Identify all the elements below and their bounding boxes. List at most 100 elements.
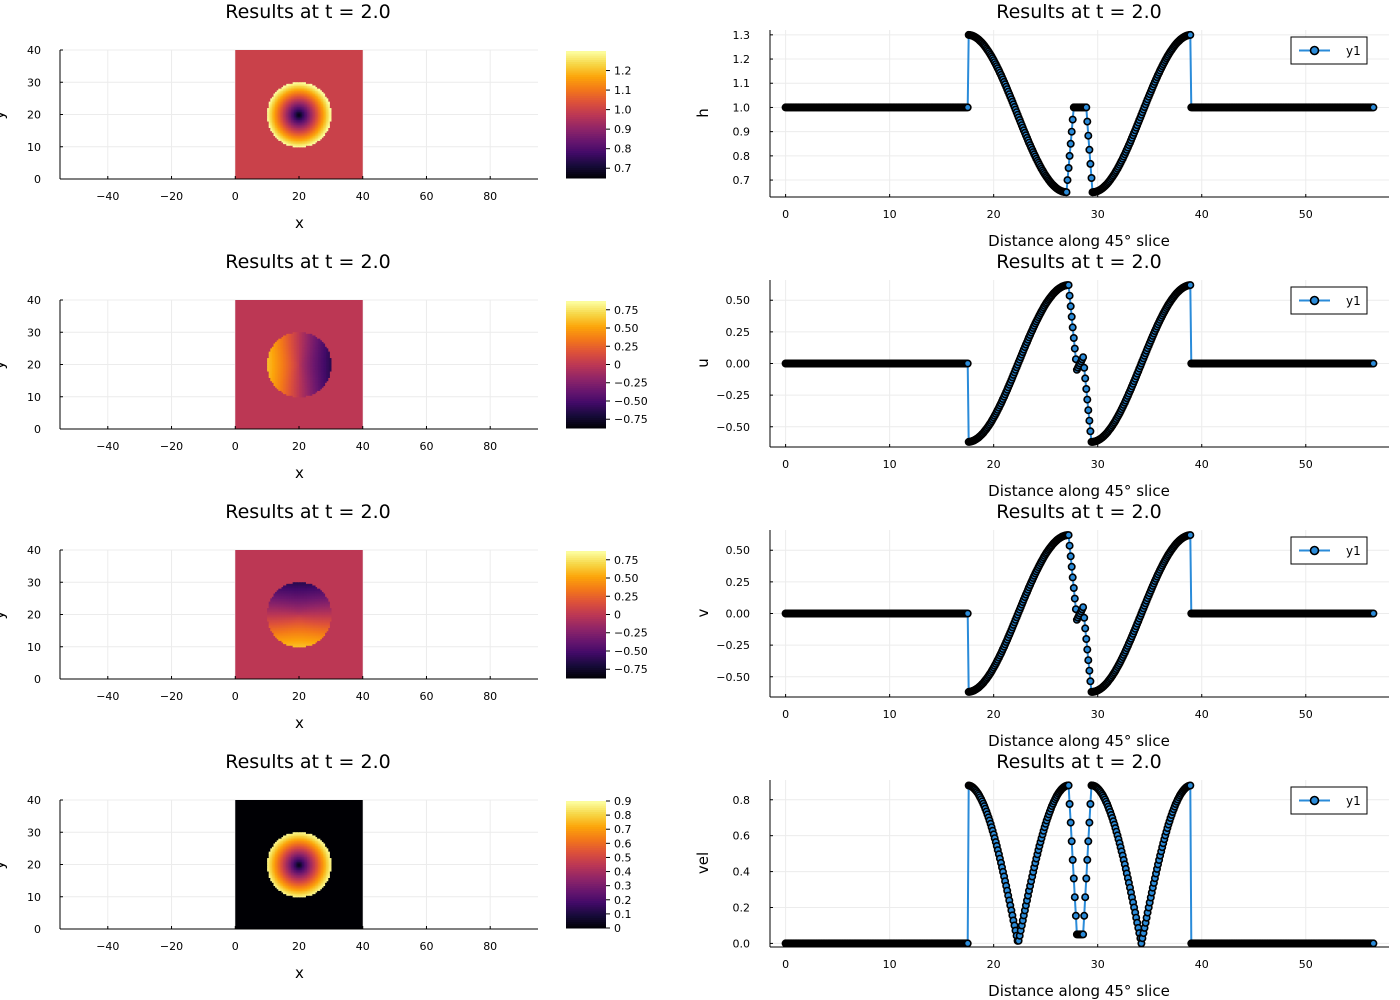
- chart-title: Results at t = 2.0: [225, 251, 390, 273]
- x-tick-label: −20: [160, 190, 183, 203]
- marker: [1082, 103, 1091, 112]
- x-tick-label: 0: [232, 940, 239, 953]
- y-tick-label: 0.6: [733, 830, 751, 843]
- marker: [1070, 344, 1079, 353]
- marker: [1081, 374, 1090, 383]
- colorbar-tick-label: 0.6: [614, 837, 632, 850]
- y-tick-label: 10: [27, 141, 41, 154]
- y-axis-label: y: [0, 860, 8, 869]
- colorbar-tick-label: 1.1: [614, 84, 632, 97]
- line-panel-1: 0 10 20 30 40 50 0.7 0.8 0.9 1.0 1.1 1.2 1.3 Results …: [694, 1, 1389, 250]
- x-tick-label: 50: [1299, 708, 1313, 721]
- x-tick-label: −20: [160, 940, 183, 953]
- marker: [1086, 799, 1095, 808]
- x-tick-label: 20: [292, 940, 306, 953]
- colorbar-tick-label: 0.25: [614, 340, 639, 353]
- marker: [1083, 117, 1092, 126]
- x-tick-label: 40: [356, 440, 370, 453]
- marker: [1369, 609, 1378, 618]
- x-tick-label: 20: [987, 958, 1001, 971]
- marker: [1067, 837, 1076, 846]
- marker: [1069, 583, 1078, 592]
- marker: [1079, 353, 1088, 362]
- x-tick-label: 20: [292, 690, 306, 703]
- marker: [1082, 634, 1091, 643]
- x-tick-label: 50: [1299, 958, 1313, 971]
- x-tick-label: 0: [232, 440, 239, 453]
- marker: [963, 939, 972, 948]
- x-tick-label: 40: [356, 190, 370, 203]
- series-line-y1: [785, 33, 1374, 194]
- x-tick-label: 0: [232, 190, 239, 203]
- series-line-y1: [785, 784, 1374, 945]
- x-tick-label: 0: [232, 690, 239, 703]
- colorbar-tick-label: 0.9: [614, 795, 632, 808]
- marker: [1079, 603, 1088, 612]
- x-tick-label: 60: [419, 190, 433, 203]
- y-axis-label: y: [0, 110, 8, 119]
- marker: [1071, 911, 1080, 920]
- line-panel-3: 0 10 20 30 40 50 0.50 0.25 0.00 −0.25 −0.50 Results…: [694, 501, 1389, 750]
- x-tick-label: 30: [1091, 208, 1105, 221]
- x-tick-label: 20: [987, 208, 1001, 221]
- marker: [1186, 781, 1195, 790]
- line-panel-2: 0 10 20 30 40 50 0.50 0.25 0.00 −0.25 −0.50 Results…: [694, 251, 1389, 500]
- x-tick-label: −40: [96, 690, 119, 703]
- marker: [1065, 151, 1074, 160]
- marker: [1066, 302, 1075, 311]
- marker: [1063, 176, 1072, 185]
- chart-title: Results at t = 2.0: [996, 501, 1161, 523]
- marker: [1066, 139, 1075, 148]
- y-tick-label: 20: [27, 109, 41, 122]
- colorbar-tick-label: 0: [614, 359, 621, 372]
- marker: [1369, 359, 1378, 368]
- y-tick-label: 40: [27, 544, 41, 557]
- marker: [1085, 666, 1094, 675]
- chart-title: Results at t = 2.0: [225, 501, 390, 523]
- y-tick-label: −0.25: [716, 639, 750, 652]
- x-tick-label: 80: [483, 940, 497, 953]
- y-axis-label: vel: [694, 852, 712, 874]
- x-tick-label: 30: [1091, 458, 1105, 471]
- marker: [1069, 333, 1078, 342]
- y-tick-label: 0.2: [733, 901, 751, 914]
- marker: [1084, 656, 1093, 665]
- x-tick-label: −40: [96, 440, 119, 453]
- marker: [1064, 281, 1073, 290]
- heatmap-panel-1: −40 −20 0 20 40 60 80 0 10 20 30 40 Results at t = 2…: [0, 1, 632, 232]
- y-tick-label: 1.2: [733, 53, 751, 66]
- marker: [1084, 837, 1093, 846]
- series-markers-y1: [781, 781, 1378, 948]
- x-tick-label: 40: [356, 690, 370, 703]
- colorbar-tick-label: −0.75: [614, 413, 648, 426]
- legend-marker: [1309, 45, 1320, 56]
- marker: [963, 359, 972, 368]
- colorbar-tick-label: 0.1: [614, 908, 632, 921]
- y-tick-label: 0.25: [726, 576, 751, 589]
- legend: y1: [1290, 36, 1368, 65]
- y-tick-label: 30: [27, 826, 41, 839]
- y-tick-label: 30: [27, 326, 41, 339]
- x-tick-label: 60: [419, 440, 433, 453]
- marker: [1086, 159, 1095, 168]
- series-markers-y1: [781, 531, 1378, 696]
- marker: [1084, 406, 1093, 415]
- chart-title: Results at t = 2.0: [225, 1, 390, 23]
- marker: [1082, 384, 1091, 393]
- marker: [1068, 115, 1077, 124]
- x-tick-label: 10: [883, 958, 897, 971]
- y-tick-label: 0.4: [733, 866, 751, 879]
- legend: y1: [1290, 286, 1368, 315]
- y-tick-label: −0.50: [716, 671, 750, 684]
- colorbar-tick-label: −0.25: [614, 627, 648, 640]
- x-tick-label: 80: [483, 690, 497, 703]
- marker: [1070, 893, 1079, 902]
- colorbar-tick-label: 0.25: [614, 590, 639, 603]
- marker: [1085, 145, 1094, 154]
- marker: [1087, 174, 1096, 183]
- y-tick-label: 0.7: [733, 174, 751, 187]
- x-tick-label: 40: [356, 940, 370, 953]
- x-axis-label: x: [295, 464, 304, 482]
- y-axis-label: h: [694, 108, 712, 118]
